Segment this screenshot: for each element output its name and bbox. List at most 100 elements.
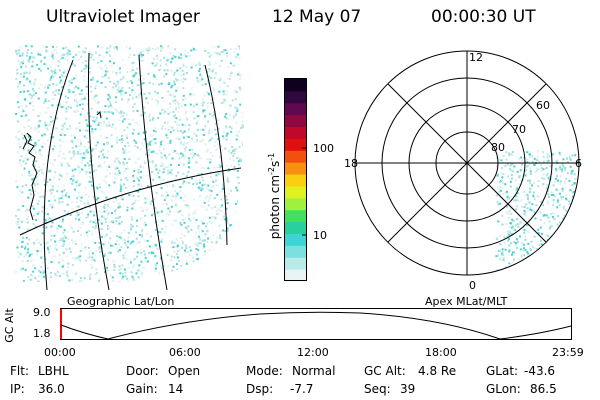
emission-speckle bbox=[27, 275, 30, 278]
emission-speckle bbox=[527, 198, 529, 201]
emission-speckle bbox=[195, 134, 198, 137]
filter-label: Flt: bbox=[10, 364, 29, 378]
emission-speckle bbox=[199, 181, 201, 184]
color-bar-tick-label: 100 bbox=[313, 142, 334, 155]
emission-speckle bbox=[85, 65, 88, 68]
emission-speckle bbox=[118, 202, 121, 205]
emission-speckle bbox=[50, 121, 53, 123]
emission-speckle bbox=[115, 46, 118, 48]
emission-speckle bbox=[102, 260, 105, 262]
emission-speckle bbox=[217, 172, 220, 175]
emission-speckle bbox=[102, 153, 105, 156]
emission-speckle bbox=[23, 84, 25, 87]
emission-speckle bbox=[140, 235, 143, 238]
emission-speckle bbox=[207, 266, 210, 269]
emission-speckle bbox=[32, 104, 35, 107]
emission-speckle bbox=[54, 94, 56, 96]
emission-speckle bbox=[119, 190, 122, 192]
emission-speckle bbox=[60, 174, 63, 177]
emission-speckle bbox=[172, 129, 175, 132]
emission-speckle bbox=[182, 63, 185, 66]
emission-speckle bbox=[214, 216, 217, 219]
emission-speckle bbox=[584, 257, 586, 259]
emission-speckle bbox=[505, 190, 508, 193]
emission-speckle bbox=[211, 215, 214, 218]
emission-speckle bbox=[154, 206, 157, 209]
emission-speckle bbox=[227, 239, 230, 242]
emission-speckle bbox=[557, 188, 560, 191]
emission-speckle bbox=[198, 67, 201, 70]
emission-speckle bbox=[52, 163, 54, 166]
emission-speckle bbox=[127, 118, 130, 121]
emission-speckle bbox=[196, 128, 199, 131]
emission-speckle bbox=[244, 62, 246, 64]
emission-speckle bbox=[97, 165, 100, 168]
emission-speckle bbox=[211, 71, 214, 74]
emission-speckle bbox=[526, 161, 529, 164]
emission-speckle bbox=[563, 253, 566, 256]
emission-speckle bbox=[81, 221, 84, 224]
emission-speckle bbox=[42, 163, 45, 166]
emission-speckle bbox=[68, 164, 71, 167]
emission-speckle bbox=[180, 275, 183, 278]
emission-speckle bbox=[170, 61, 173, 64]
emission-speckle bbox=[30, 45, 33, 48]
emission-speckle bbox=[242, 248, 244, 251]
emission-speckle bbox=[49, 271, 52, 274]
emission-speckle bbox=[158, 176, 161, 179]
emission-speckle bbox=[177, 211, 180, 213]
emission-speckle bbox=[115, 216, 117, 219]
emission-speckle bbox=[187, 215, 190, 218]
emission-speckle bbox=[172, 265, 175, 268]
emission-speckle bbox=[199, 80, 202, 83]
emission-speckle bbox=[190, 87, 193, 90]
emission-speckle bbox=[537, 228, 540, 231]
emission-speckle bbox=[569, 189, 572, 192]
emission-speckle bbox=[72, 173, 75, 176]
emission-speckle bbox=[242, 182, 244, 185]
emission-speckle bbox=[106, 47, 108, 50]
emission-speckle bbox=[126, 136, 128, 139]
mlt-label-0: 0 bbox=[469, 279, 476, 292]
emission-speckle bbox=[141, 209, 144, 212]
emission-speckle bbox=[45, 46, 48, 49]
emission-speckle bbox=[195, 49, 198, 52]
ip-label: IP: bbox=[10, 382, 25, 396]
emission-speckle bbox=[155, 99, 158, 102]
emission-speckle bbox=[29, 259, 32, 262]
emission-speckle bbox=[229, 276, 232, 279]
emission-speckle bbox=[180, 141, 182, 144]
emission-speckle bbox=[150, 214, 153, 217]
emission-speckle bbox=[526, 165, 529, 168]
emission-speckle bbox=[72, 142, 75, 145]
emission-speckle bbox=[152, 252, 155, 255]
emission-speckle bbox=[192, 105, 195, 108]
emission-speckle bbox=[50, 51, 53, 54]
emission-speckle bbox=[161, 97, 164, 99]
mlt-lines bbox=[355, 51, 579, 275]
emission-speckle bbox=[66, 107, 69, 109]
emission-speckle bbox=[46, 213, 49, 216]
emission-speckle bbox=[115, 108, 118, 111]
emission-speckle bbox=[513, 199, 516, 202]
emission-speckle bbox=[209, 170, 212, 173]
emission-speckle bbox=[516, 241, 519, 244]
emission-speckle bbox=[200, 70, 203, 73]
emission-speckle bbox=[121, 264, 124, 267]
emission-speckle bbox=[504, 183, 507, 186]
emission-speckle bbox=[151, 200, 154, 203]
emission-speckle bbox=[88, 180, 91, 183]
emission-speckle bbox=[232, 159, 235, 162]
emission-speckle bbox=[191, 63, 194, 66]
emission-speckle bbox=[498, 180, 501, 183]
emission-speckle bbox=[121, 272, 124, 275]
emission-speckle bbox=[236, 110, 239, 112]
emission-speckle bbox=[71, 227, 74, 230]
emission-speckle bbox=[65, 46, 67, 49]
emission-speckle bbox=[178, 164, 180, 166]
emission-speckle bbox=[129, 94, 132, 97]
emission-speckle bbox=[220, 237, 223, 240]
emission-speckle bbox=[71, 278, 74, 281]
emission-speckle bbox=[226, 221, 228, 223]
emission-speckle bbox=[185, 55, 188, 58]
